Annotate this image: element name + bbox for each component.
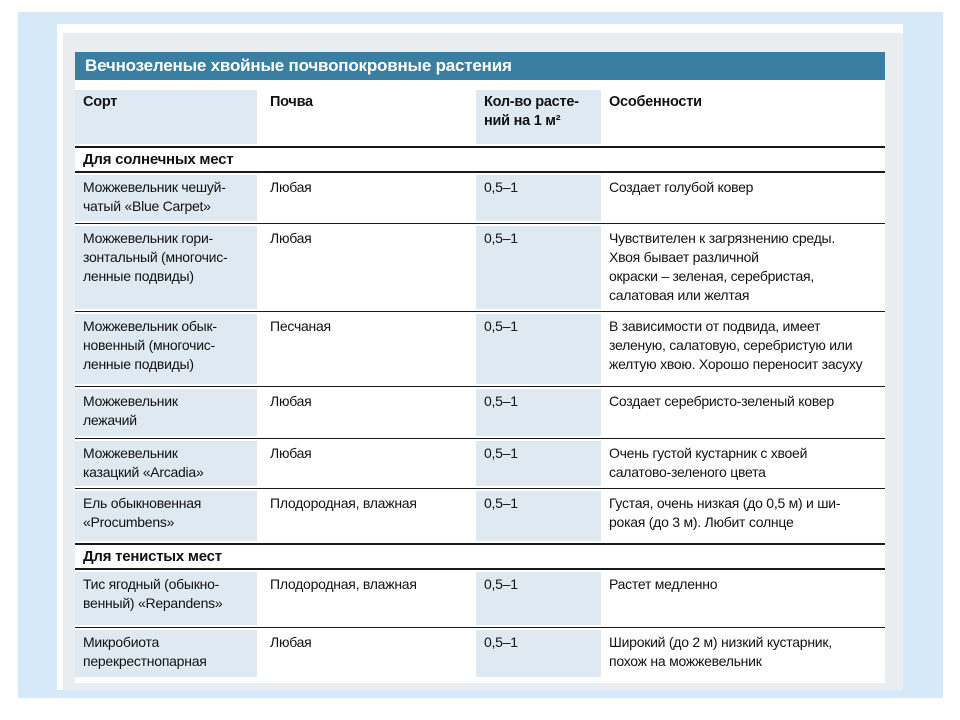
column-header-features: Особенности [609,94,702,110]
table-row: Тис ягодный (обыкно- венный) «Repandens»… [75,570,885,627]
cell-soil: Любая [270,230,312,246]
white-card: Вечнозеленые хвойные почвопокровные раст… [57,24,903,690]
cell-quantity: 0,5–1 [476,570,601,627]
column-header-quantity: Кол-во расте- ний на 1 м² [476,88,601,146]
cell-soil: Любая [270,393,312,409]
cell-features: Растет медленно [609,576,718,592]
cell-soil: Любая [270,634,312,650]
cell-variety: Ель обыкновенная «Procumbens» [75,489,262,543]
cell-soil: Плодородная, влажная [270,576,417,592]
table-header-row: Сорт Почва Кол-во расте- ний на 1 м² Осо… [75,88,885,146]
cell-variety: Можжевельник лежачий [75,387,262,438]
gray-panel: Вечнозеленые хвойные почвопокровные раст… [63,33,903,690]
cell-quantity: 0,5–1 [476,387,601,438]
cell-features: Очень густой кустарник с хвоей салатово-… [609,445,808,480]
table-row: Ель обыкновенная «Procumbens» Плодородна… [75,488,885,543]
cell-quantity: 0,5–1 [476,173,601,223]
cell-quantity: 0,5–1 [476,224,601,311]
cell-variety: Можжевельник гори- зонтальный (многочис-… [75,224,262,311]
cell-quantity: 0,5–1 [476,489,601,543]
cell-soil: Любая [270,179,312,195]
plants-table: Вечнозеленые хвойные почвопокровные раст… [75,52,885,683]
cell-soil: Плодородная, влажная [270,495,417,511]
cell-variety: Можжевельник обык- новенный (многочис- л… [75,312,262,386]
section-heading-sunny: Для солнечных мест [75,146,885,173]
cell-quantity: 0,5–1 [476,439,601,488]
cell-features: Чувствителен к загрязнению среды. Хвоя б… [609,230,835,303]
cell-soil: Любая [270,445,312,461]
cell-variety: Тис ягодный (обыкно- венный) «Repandens» [75,570,262,627]
cell-features: Создает серебристо-зеленый ковер [609,393,834,409]
table-row: Можжевельник чешуй- чатый «Blue Carpet» … [75,173,885,223]
table-row: Можжевельник гори- зонтальный (многочис-… [75,223,885,311]
section-heading-shady: Для тенистых мест [75,543,885,570]
column-header-soil: Почва [270,94,313,110]
cell-quantity: 0,5–1 [476,628,601,679]
cell-quantity: 0,5–1 [476,312,601,386]
cell-soil: Песчаная [270,318,331,334]
table-title-bar: Вечнозеленые хвойные почвопокровные раст… [75,52,885,80]
cell-features: Создает голубой ковер [609,179,754,195]
slide-blue-frame: Вечнозеленые хвойные почвопокровные раст… [18,12,943,698]
cell-features: Широкий (до 2 м) низкий кустарник, похож… [609,634,832,669]
table-row: Можжевельник обык- новенный (многочис- л… [75,311,885,386]
table-row: Можжевельник лежачий Любая 0,5–1 Создает… [75,386,885,438]
table-title: Вечнозеленые хвойные почвопокровные раст… [85,56,512,75]
cell-features: Густая, очень низкая (до 0,5 м) и ши- ро… [609,495,841,530]
cell-variety: Можжевельник казацкий «Arcadia» [75,439,262,488]
cell-variety: Микробиота перекрестнопарная [75,628,262,679]
table-row: Можжевельник казацкий «Arcadia» Любая 0,… [75,438,885,488]
cell-variety: Можжевельник чешуй- чатый «Blue Carpet» [75,173,262,223]
cell-features: В зависимости от подвида, имеет зеленую,… [609,318,863,372]
column-header-variety: Сорт [75,88,262,146]
table-row: Микробиота перекрестнопарная Любая 0,5–1… [75,627,885,679]
